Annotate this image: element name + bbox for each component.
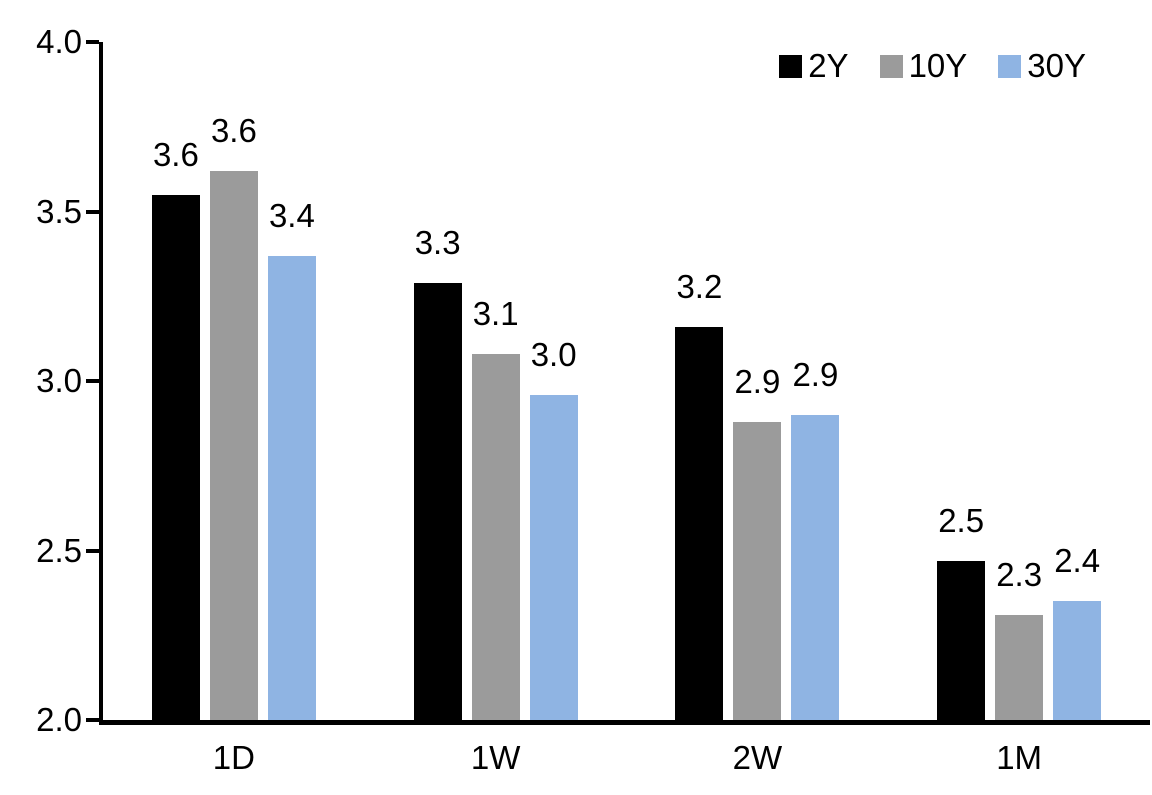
- bar-value-label: 3.4: [268, 196, 315, 234]
- bar-value-label: 3.1: [472, 294, 519, 332]
- legend-item: 30Y: [998, 45, 1086, 87]
- bar-group-1m: 2.5 2.3 2.4: [888, 42, 1150, 720]
- bar-value-label: 2.5: [938, 501, 985, 539]
- bar-wrap: 3.6: [209, 111, 258, 720]
- bar-value-label: 3.6: [210, 111, 257, 149]
- bar-groups: 3.6 3.6 3.4 3.3 3.1 3.0 3.2 2.9 2.9 2.5 2.3 2.4: [103, 42, 1150, 720]
- y-tick-mark: [86, 548, 99, 553]
- bar-wrap: 2.4: [1053, 541, 1102, 720]
- legend-swatch-2y: [779, 54, 803, 78]
- y-tick-label: 2.5: [36, 531, 82, 569]
- bar-30y-2w: [791, 414, 840, 720]
- bar-wrap: 2.3: [995, 555, 1044, 720]
- bar-group-1d: 3.6 3.6 3.4: [103, 42, 365, 720]
- y-tick-mark: [86, 40, 99, 44]
- bar-wrap: 2.5: [937, 501, 986, 720]
- bar-value-label: 2.3: [996, 555, 1043, 593]
- bar-2y-1w: [413, 282, 462, 720]
- legend-label: 2Y: [808, 47, 849, 84]
- bar-wrap: 3.6: [151, 135, 200, 720]
- y-tick-mark: [86, 209, 99, 214]
- legend-item: 10Y: [879, 45, 968, 87]
- bar-30y-1m: [1053, 601, 1102, 720]
- bar-wrap: 2.9: [791, 355, 840, 720]
- bar-wrap: 2.9: [733, 362, 782, 720]
- bar-2y-1d: [151, 194, 200, 720]
- bar-wrap: 3.1: [471, 294, 520, 720]
- bar-group-1w: 3.3 3.1 3.0: [365, 42, 627, 720]
- bar-2y-1m: [937, 560, 986, 720]
- legend: 2Y 10Y 30Y: [779, 45, 1086, 87]
- bar-wrap: 3.3: [413, 223, 462, 720]
- bar-10y-2w: [733, 421, 782, 720]
- bar-10y-1m: [995, 614, 1044, 720]
- bar-value-label: 2.4: [1054, 542, 1101, 580]
- bar-value-label: 2.9: [792, 355, 839, 393]
- y-tick-mark: [86, 718, 99, 722]
- bar-value-label: 3.2: [676, 267, 723, 305]
- legend-label: 30Y: [1027, 47, 1086, 84]
- legend-label: 10Y: [908, 47, 968, 84]
- y-tick-mark: [86, 379, 99, 383]
- y-tick-label: 4.0: [36, 23, 82, 60]
- bar-30y-1d: [267, 255, 316, 720]
- x-axis-line: [99, 720, 1150, 725]
- y-tick-label: 3.5: [36, 192, 82, 230]
- legend-item: 2Y: [779, 45, 849, 87]
- bar-10y-1d: [209, 170, 258, 720]
- x-axis-label: 1W: [470, 739, 521, 776]
- x-axis-labels: 1D 1W 2W 1M: [103, 738, 1150, 778]
- bar-value-label: 3.3: [414, 223, 461, 261]
- x-axis-label: 1M: [996, 739, 1043, 776]
- x-axis-label: 1D: [212, 739, 255, 776]
- bar-wrap: 3.4: [267, 196, 316, 720]
- x-axis-label: 2W: [732, 739, 783, 776]
- legend-swatch-10y: [879, 54, 903, 78]
- y-tick-label: 2.0: [36, 701, 82, 738]
- legend-swatch-30y: [998, 54, 1022, 78]
- bar-10y-1w: [471, 353, 520, 720]
- plot-area: 3.6 3.6 3.4 3.3 3.1 3.0 3.2 2.9 2.9 2.5 2.3 2.4 4.0…: [36, 23, 1150, 738]
- bar-wrap: 3.0: [529, 335, 578, 720]
- bar-group-2w: 3.2 2.9 2.9: [627, 42, 889, 720]
- bar-value-label: 3.6: [152, 135, 199, 173]
- bar-30y-1w: [529, 394, 578, 720]
- bar-value-label: 3.0: [530, 335, 577, 373]
- bar-value-label: 2.9: [734, 362, 781, 400]
- bar-wrap: 3.2: [675, 267, 724, 720]
- y-tick-label: 3.0: [36, 362, 82, 399]
- y-axis-line: [99, 42, 103, 725]
- bar-2y-2w: [675, 326, 724, 720]
